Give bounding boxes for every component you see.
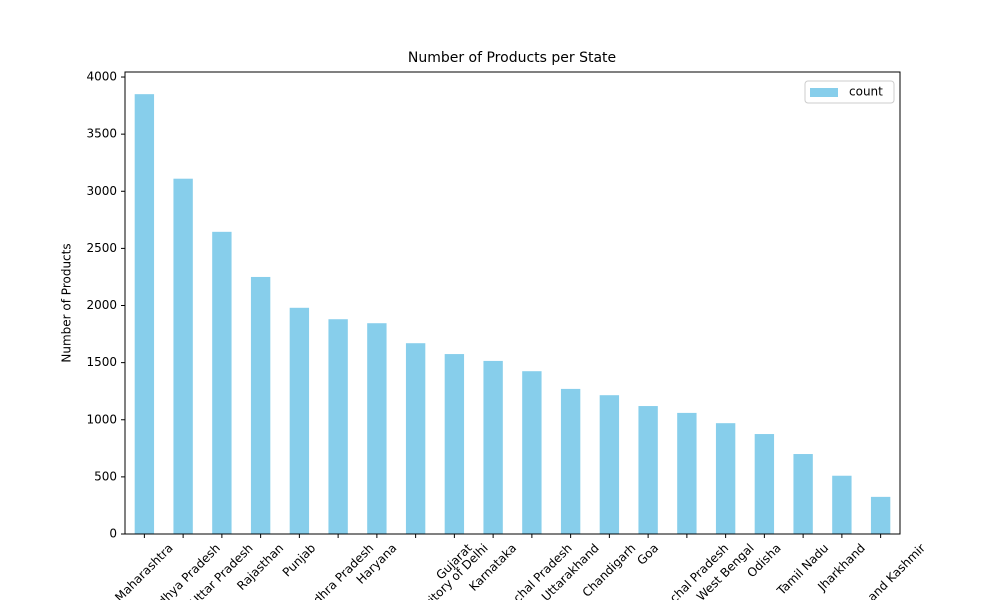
plot-frame: [124, 71, 901, 535]
y-tick-label: 2000: [86, 298, 117, 312]
bar: [754, 434, 775, 534]
y-tick-label: 500: [94, 469, 117, 483]
bar: [328, 319, 348, 534]
bar: [522, 371, 542, 534]
y-tick-label: 4000: [86, 70, 117, 84]
legend-box: [804, 80, 895, 104]
x-tick-label: Punjab: [280, 541, 319, 580]
bar: [832, 475, 852, 534]
bar: [212, 231, 232, 534]
bar: [560, 388, 581, 534]
bar: [483, 360, 503, 534]
legend-label: count: [849, 85, 883, 99]
bar: [444, 354, 465, 534]
y-tick-label: 3000: [86, 184, 117, 198]
x-tick-label: Goa: [634, 541, 661, 568]
y-tick-label: 0: [109, 527, 117, 541]
bar: [405, 343, 426, 534]
bar: [134, 94, 155, 534]
bar: [870, 496, 891, 534]
bar: [599, 395, 620, 534]
bar: [250, 276, 271, 534]
y-tick-label: 2500: [86, 241, 117, 255]
legend-swatch: [810, 88, 838, 97]
chart-title: Number of Products per State: [408, 50, 616, 66]
bar: [367, 323, 387, 534]
y-tick-label: 1000: [86, 412, 117, 426]
bar: [677, 412, 697, 534]
bar: [173, 178, 193, 535]
bar: [793, 454, 813, 534]
y-tick-label: 1500: [86, 355, 117, 369]
y-tick-label: 3500: [86, 127, 117, 141]
y-axis-label: Number of Products: [60, 243, 74, 362]
bar: [715, 423, 736, 534]
bar: [289, 307, 310, 534]
bar: [638, 406, 658, 534]
